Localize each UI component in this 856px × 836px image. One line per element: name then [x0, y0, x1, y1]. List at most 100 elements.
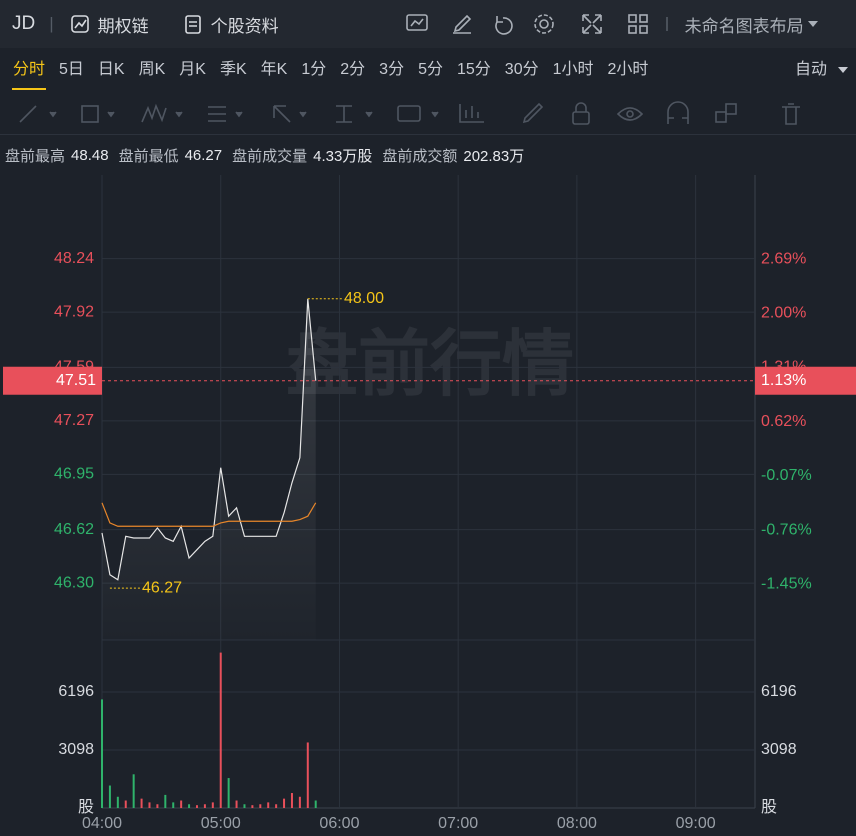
- symbol[interactable]: JD: [12, 13, 36, 34]
- profile-icon: [184, 15, 201, 34]
- volume-bar: [148, 802, 151, 808]
- watermark: 盘前行情: [286, 325, 574, 405]
- volume-bar: [116, 796, 119, 808]
- top-bar: JD | 期权链 个股资料 未命名图表布局: [0, 0, 856, 48]
- period-tab[interactable]: 5分: [418, 61, 443, 78]
- volume-bar: [101, 699, 103, 808]
- y2-tick-label: -0.07%: [761, 467, 812, 484]
- premarket-info: 盘前最高 48.48 盘前最低 46.27 盘前成交量 4.33万股 盘前成交额 202.83…: [0, 140, 856, 170]
- info-label: 盘前成交量: [232, 147, 308, 165]
- volume-bar: [275, 804, 278, 808]
- y-tick-label: 47.92: [54, 303, 94, 320]
- annotation-label: 46.27: [142, 579, 182, 596]
- volume-bar: [290, 793, 293, 808]
- y2-tick-label: -0.76%: [761, 521, 812, 538]
- info-label: 盘前最高: [5, 147, 66, 165]
- price-line: [101, 298, 317, 581]
- period-tab[interactable]: 2分: [340, 61, 366, 78]
- volume-bar: [188, 804, 191, 808]
- info-value: 202.83万: [463, 147, 525, 165]
- period-tab[interactable]: 月K: [179, 61, 206, 78]
- volume-bar: [267, 802, 270, 808]
- period-tab[interactable]: 周K: [138, 61, 166, 78]
- period-tab[interactable]: 季K: [219, 61, 247, 78]
- x-tick-label: 07:00: [438, 815, 478, 832]
- y-tick-label: 47.27: [54, 412, 94, 429]
- volume-unit: 股: [761, 798, 777, 816]
- period-tab[interactable]: 15分: [456, 61, 491, 78]
- period-tab[interactable]: 1小时: [552, 61, 594, 78]
- volume-bar: [243, 804, 246, 808]
- drawing-icons: [19, 100, 800, 125]
- y-tick-label: 46.62: [54, 521, 94, 538]
- period-tab[interactable]: 年K: [260, 61, 288, 78]
- x-tick-label: 06:00: [319, 815, 359, 832]
- info-label: 盘前成交额: [382, 147, 458, 165]
- period-tab[interactable]: 2小时: [607, 61, 649, 78]
- average-line: [101, 502, 317, 527]
- y-tick-label: 47.59: [54, 359, 94, 376]
- volume-tick-label: 6196: [761, 683, 797, 700]
- volume-bar: [203, 804, 206, 808]
- current-price-badge: [3, 366, 102, 395]
- volume-bar: [219, 652, 222, 808]
- volume-bar: [172, 802, 175, 808]
- period-tab[interactable]: 分时: [6, 48, 52, 92]
- volume-bar: [180, 800, 183, 808]
- drawing-toolbar: [0, 92, 856, 135]
- y-tick-label: 48.24: [54, 250, 94, 267]
- toolbar-icons[interactable]: [403, 9, 673, 39]
- volume-bar: [164, 794, 167, 808]
- volume-bar: [251, 805, 254, 808]
- y2-tick-label: 0.62%: [761, 413, 806, 430]
- volume-bar: [108, 785, 111, 808]
- dropdown-arrow: [838, 67, 848, 73]
- volume-bar: [314, 800, 317, 808]
- volume-bar: [132, 774, 135, 808]
- info-value: 48.48: [71, 146, 109, 164]
- y-tick-label: 46.30: [54, 574, 94, 591]
- volume-bar: [211, 802, 214, 808]
- price-area: [102, 298, 316, 640]
- profile-link[interactable]: 个股资料: [210, 16, 279, 36]
- x-tick-label: 05:00: [201, 815, 241, 832]
- arrow: [838, 67, 848, 73]
- y-tick-label: 46.95: [54, 466, 94, 483]
- divider: |: [49, 14, 54, 33]
- volume-bar: [283, 798, 286, 808]
- volume-bar: [195, 805, 198, 808]
- current-price-label: 47.51: [56, 372, 96, 389]
- volume-bar: [298, 796, 301, 808]
- volume-tick-label: 6196: [58, 683, 94, 700]
- volume-bar: [306, 742, 309, 808]
- scale-mode[interactable]: 自动: [794, 61, 827, 78]
- period-tab[interactable]: 30分: [504, 61, 539, 78]
- period-tab[interactable]: 日K: [97, 61, 125, 78]
- period-tab[interactable]: 3分: [379, 61, 405, 78]
- period-tabs: 分时 5日 日K 周K 月K 季K 年K 1分 2分 3分 5分 15分 30分 1小时 2小时 自动: [0, 48, 856, 92]
- volume-bar: [124, 800, 127, 808]
- volume-bar: [235, 800, 238, 808]
- x-tick-label: 04:00: [82, 815, 122, 832]
- options-link[interactable]: 期权链: [97, 16, 149, 36]
- volume-bar: [140, 798, 143, 808]
- volume-tick-label: 3098: [58, 741, 94, 758]
- volume-bar: [227, 778, 230, 808]
- y2-tick-label: 1.31%: [761, 359, 806, 376]
- info-value: 4.33万股: [313, 147, 373, 165]
- period-tab[interactable]: 1分: [301, 61, 327, 78]
- layout-name[interactable]: 未命名图表布局: [684, 16, 804, 36]
- x-tick-label: 08:00: [557, 815, 597, 832]
- y2-tick-label: 2.69%: [761, 250, 806, 267]
- y2-tick-label: 2.00%: [761, 304, 806, 321]
- period-tab[interactable]: 5日: [59, 61, 84, 78]
- current-change-badge: [755, 366, 856, 395]
- info-value: 46.27: [184, 146, 223, 164]
- volume-bar: [156, 804, 159, 808]
- volume-tick-label: 3098: [761, 741, 797, 758]
- y2-tick-label: -1.45%: [761, 575, 812, 592]
- x-tick-label: 09:00: [676, 815, 716, 832]
- current-change-label: 1.13%: [761, 372, 806, 389]
- options-icon: [70, 15, 89, 33]
